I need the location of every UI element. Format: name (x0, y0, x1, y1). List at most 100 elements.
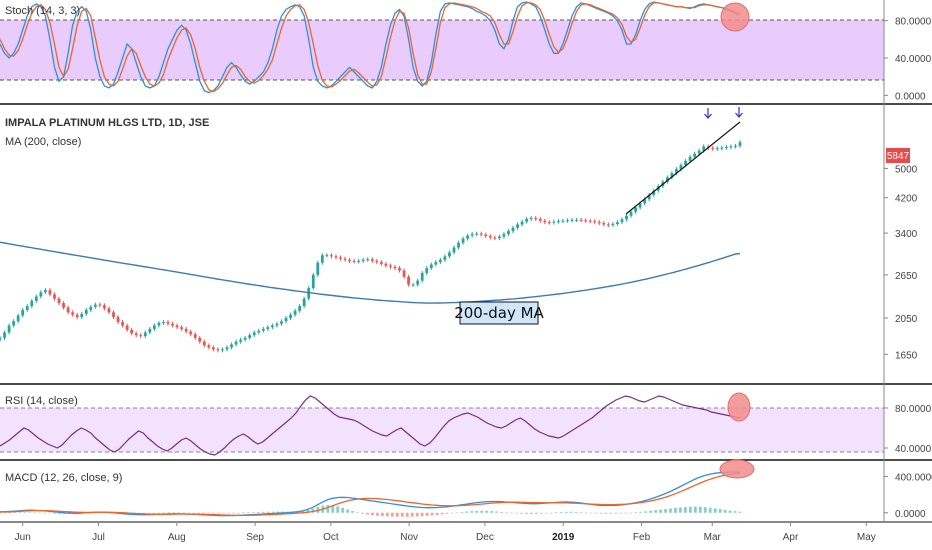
candle-body[interactable] (216, 349, 220, 351)
candle-body[interactable] (370, 259, 374, 261)
candle-body[interactable] (248, 335, 252, 338)
ma-annotation-box[interactable] (459, 301, 539, 325)
candle-body[interactable] (193, 334, 197, 338)
candle-body[interactable] (429, 264, 433, 269)
candle-body[interactable] (270, 325, 274, 328)
candle-body[interactable] (538, 218, 542, 221)
candle-body[interactable] (461, 238, 465, 243)
candle-body[interactable] (534, 218, 538, 220)
candle-body[interactable] (693, 153, 696, 157)
candle-body[interactable] (466, 235, 470, 239)
candle-body[interactable] (688, 156, 692, 161)
candle-body[interactable] (488, 236, 492, 238)
candle-body[interactable] (298, 306, 302, 311)
candle-body[interactable] (239, 339, 243, 342)
candle-body[interactable] (234, 341, 238, 345)
candle-body[interactable] (202, 341, 206, 346)
candle-body[interactable] (198, 337, 202, 342)
candle-body[interactable] (670, 173, 674, 178)
candle-body[interactable] (311, 274, 315, 289)
candle-body[interactable] (507, 231, 510, 235)
candle-body[interactable] (588, 220, 592, 222)
candle-body[interactable] (679, 165, 683, 170)
candle-body[interactable] (652, 190, 656, 195)
candle-body[interactable] (0, 337, 2, 340)
candle-body[interactable] (53, 294, 56, 299)
candle-body[interactable] (12, 321, 16, 326)
candle-body[interactable] (606, 224, 610, 226)
candle-body[interactable] (724, 147, 728, 149)
candle-body[interactable] (134, 333, 138, 336)
candle-body[interactable] (557, 221, 560, 223)
candle-body[interactable] (339, 257, 342, 259)
candle-body[interactable] (561, 220, 565, 222)
candle-body[interactable] (98, 304, 102, 306)
candle-body[interactable] (7, 325, 11, 333)
candle-body[interactable] (75, 314, 79, 318)
candle-body[interactable] (143, 332, 147, 337)
candle-body[interactable] (352, 260, 356, 262)
candle-body[interactable] (325, 255, 329, 257)
candle-body[interactable] (425, 268, 429, 273)
candle-body[interactable] (30, 300, 34, 307)
candle-body[interactable] (307, 288, 311, 299)
candle-body[interactable] (638, 203, 642, 208)
candle-body[interactable] (566, 220, 569, 222)
candle-body[interactable] (616, 222, 619, 224)
candle-body[interactable] (275, 323, 279, 326)
candle-body[interactable] (620, 219, 624, 223)
candle-body[interactable] (579, 219, 583, 221)
candle-body[interactable] (93, 304, 97, 307)
candle-body[interactable] (361, 259, 365, 261)
candle-body[interactable] (547, 222, 551, 224)
candle-body[interactable] (266, 327, 270, 329)
candle-body[interactable] (43, 290, 47, 293)
candle-body[interactable] (525, 218, 529, 222)
candle-body[interactable] (157, 322, 161, 326)
candle-body[interactable] (475, 233, 479, 235)
candle-body[interactable] (289, 314, 292, 318)
candle-body[interactable] (175, 325, 179, 328)
candle-body[interactable] (130, 329, 134, 334)
candle-body[interactable] (684, 160, 687, 166)
candle-body[interactable] (280, 321, 283, 324)
candle-body[interactable] (302, 298, 306, 307)
candle-body[interactable] (729, 146, 733, 148)
candle-body[interactable] (443, 256, 447, 260)
candle-body[interactable] (116, 317, 120, 323)
candle-body[interactable] (252, 332, 256, 336)
candle-body[interactable] (647, 194, 651, 200)
candle-body[interactable] (738, 142, 742, 146)
candle-body[interactable] (734, 145, 737, 147)
candle-body[interactable] (225, 347, 229, 350)
candle-body[interactable] (84, 309, 88, 314)
candle-body[interactable] (470, 234, 474, 236)
candle-body[interactable] (570, 219, 574, 221)
candle-body[interactable] (602, 223, 606, 225)
candle-body[interactable] (107, 308, 111, 313)
candle-body[interactable] (103, 305, 106, 309)
candle-body[interactable] (357, 260, 361, 262)
candle-body[interactable] (479, 233, 483, 235)
candle-body[interactable] (384, 263, 388, 266)
candle-body[interactable] (493, 237, 497, 239)
candle-body[interactable] (293, 310, 297, 315)
candle-body[interactable] (162, 322, 165, 324)
candle-body[interactable] (448, 252, 451, 257)
candle-body[interactable] (39, 292, 43, 297)
candle-body[interactable] (720, 147, 724, 149)
candle-body[interactable] (230, 344, 233, 348)
candle-body[interactable] (284, 317, 288, 322)
candle-body[interactable] (66, 307, 70, 313)
trend-line[interactable] (625, 121, 741, 215)
candle-body[interactable] (261, 328, 265, 331)
candle-body[interactable] (697, 150, 701, 154)
candle-body[interactable] (398, 268, 401, 271)
candle-body[interactable] (379, 262, 383, 264)
candle-body[interactable] (484, 234, 488, 237)
candle-body[interactable] (457, 242, 460, 248)
candle-body[interactable] (643, 199, 647, 204)
candle-body[interactable] (21, 309, 25, 316)
candle-body[interactable] (366, 259, 370, 261)
candle-body[interactable] (543, 220, 547, 223)
